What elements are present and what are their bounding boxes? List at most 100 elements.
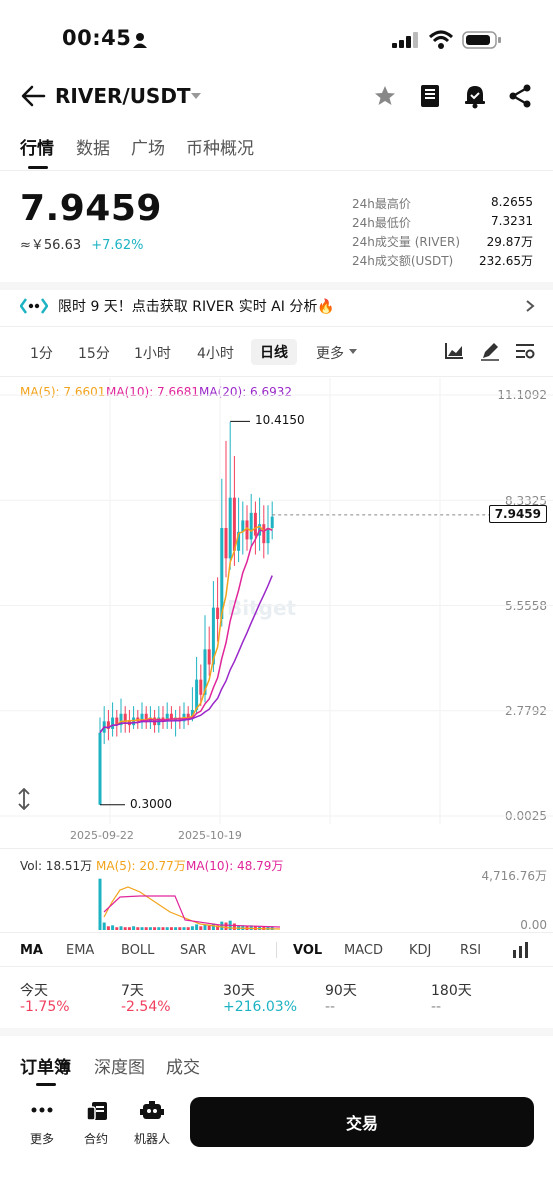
candle-body	[132, 717, 136, 726]
chart-settings-icon[interactable]	[515, 342, 535, 360]
ma5-line	[99, 525, 273, 734]
chevron-right-icon	[526, 300, 535, 312]
indicator-ema[interactable]: EMA	[66, 943, 95, 958]
volume-bar	[127, 927, 131, 930]
candle-body	[203, 649, 207, 695]
chart-type-icon[interactable]	[444, 342, 464, 360]
candle-body	[249, 512, 253, 540]
indicator-settings-icon[interactable]	[512, 941, 530, 959]
volume-bar	[111, 925, 115, 930]
indicator-vol[interactable]: VOL	[293, 943, 323, 958]
volume-bar	[216, 925, 220, 930]
divider	[0, 326, 553, 327]
book-tab-indicator	[36, 1083, 56, 1086]
volume-bar	[266, 926, 270, 930]
back-arrow-icon[interactable]	[20, 84, 46, 108]
vol-ma5-line	[103, 886, 281, 930]
volume-bar	[115, 927, 119, 930]
interval-more[interactable]: 更多	[316, 346, 344, 362]
tab-square[interactable]: 广场	[131, 139, 165, 159]
trade-button[interactable]: 交易	[190, 1097, 534, 1147]
volume-bar	[220, 921, 224, 930]
wifi-icon	[428, 30, 454, 49]
banner-text: 限时 9 天！点击获取 RIVER 实时 AI 分析🔥	[58, 299, 335, 315]
volume-bar	[136, 927, 140, 930]
indicator-kdj[interactable]: KDJ	[409, 943, 432, 958]
volume-bar	[190, 926, 194, 930]
candle-body	[186, 713, 190, 718]
interval-1d[interactable]: 日线	[251, 339, 297, 365]
indicator-boll[interactable]: BOLL	[121, 943, 155, 958]
period-7d-label: 7天	[121, 983, 144, 999]
pair-dropdown-icon[interactable]	[190, 91, 202, 101]
alarm-bell-icon[interactable]	[462, 83, 488, 109]
share-icon[interactable]	[508, 84, 532, 108]
tab-trades[interactable]: 成交	[166, 1058, 200, 1078]
bottom-more-label[interactable]: 更多	[29, 1132, 54, 1146]
battery-icon	[462, 31, 501, 49]
bottom-bot-label[interactable]: 机器人	[133, 1132, 170, 1146]
bottom-contract-label[interactable]: 合约	[83, 1132, 108, 1146]
tab-coin-overview[interactable]: 币种概况	[186, 139, 254, 159]
stat-high-value: 8.2655	[491, 195, 533, 209]
low-price-marker: 0.3000	[130, 797, 172, 811]
pair-title[interactable]: RIVER/USDT	[55, 84, 191, 108]
volume-bar	[203, 924, 207, 930]
more-dropdown-icon[interactable]	[348, 348, 358, 356]
volume-bar	[140, 927, 144, 930]
tab-data[interactable]: 数据	[76, 139, 110, 159]
indicator-sar[interactable]: SAR	[180, 943, 207, 958]
period-90d-label: 90天	[325, 983, 357, 999]
candle-body	[224, 528, 228, 559]
volume-bar	[153, 927, 157, 930]
interval-4h[interactable]: 4小时	[197, 346, 234, 362]
indicator-avl[interactable]: AVL	[231, 943, 256, 958]
vol-label: Vol: 18.51万	[20, 859, 93, 873]
period-180d-value: --	[431, 999, 442, 1015]
ma10-line	[99, 527, 273, 734]
tab-order-book[interactable]: 订单簿	[20, 1058, 71, 1078]
volume-bar	[123, 927, 127, 930]
interval-1h[interactable]: 1小时	[134, 346, 171, 362]
divider	[0, 376, 553, 377]
volume-bar	[199, 926, 203, 930]
volume-bar	[211, 923, 215, 930]
volume-bar	[106, 926, 110, 930]
indicator-separator	[276, 942, 277, 958]
cny-price: ≈￥56.63	[20, 238, 82, 253]
interval-15m[interactable]: 15分	[78, 346, 110, 362]
candlestick-chart[interactable]	[0, 378, 553, 824]
robot-icon[interactable]	[140, 1101, 164, 1121]
vol-ma10-line	[103, 895, 281, 928]
more-dots-icon[interactable]	[31, 1106, 53, 1114]
section-gap	[0, 282, 553, 290]
draw-tool-icon[interactable]	[480, 341, 500, 361]
high-price-marker: 10.4150	[255, 413, 305, 427]
divider	[0, 170, 553, 171]
divider	[0, 966, 553, 967]
candle-body	[115, 717, 119, 726]
book-icon[interactable]	[418, 83, 442, 109]
x-tick-label: 2025-09-22	[70, 829, 134, 842]
volume-bar	[270, 926, 274, 930]
indicator-ma[interactable]: MA	[20, 943, 43, 958]
tab-market[interactable]: 行情	[20, 139, 54, 159]
person-icon	[133, 33, 147, 48]
star-icon[interactable]	[373, 84, 397, 108]
interval-1m[interactable]: 1分	[30, 346, 53, 362]
candle-body	[123, 713, 127, 722]
candle-body	[232, 497, 236, 551]
contract-icon[interactable]	[86, 1101, 108, 1121]
expand-vertical-icon[interactable]	[16, 788, 32, 810]
indicator-macd[interactable]: MACD	[344, 943, 383, 958]
candle-body	[111, 717, 115, 729]
volume-bar	[157, 927, 161, 930]
indicator-rsi[interactable]: RSI	[460, 943, 482, 958]
section-gap	[0, 1028, 553, 1036]
candle-body	[144, 713, 148, 722]
candle-body	[140, 713, 144, 722]
ai-analysis-banner[interactable]: 限时 9 天！点击获取 RIVER 实时 AI 分析🔥	[20, 296, 535, 316]
tab-depth-chart[interactable]: 深度图	[94, 1058, 145, 1078]
volume-bar	[207, 925, 211, 930]
ai-logo-icon	[20, 298, 48, 314]
